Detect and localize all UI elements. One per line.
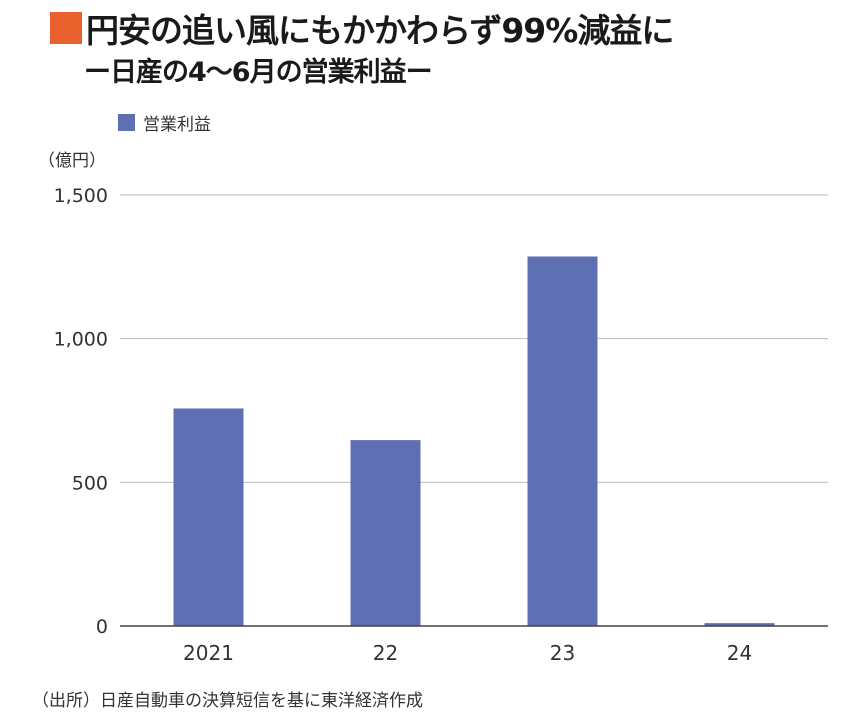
x-tick-label: 2021 [183,641,234,665]
legend-label: 営業利益 [143,115,211,135]
chart-title: 円安の追い風にもかかわらず99%減益に [86,11,674,50]
y-tick-label: 0 [96,616,108,638]
bar [173,408,244,626]
bar [350,440,421,626]
bar [527,256,598,626]
y-tick-label: 1,000 [54,329,108,351]
legend-swatch [118,114,135,131]
title-row: 円安の追い風にもかかわらず99%減益に [50,4,674,52]
x-tick-label: 24 [727,641,752,665]
x-tick-label: 22 [373,641,398,665]
legend: 営業利益 [118,110,211,135]
y-tick-label: 500 [72,472,108,494]
title-marker [50,12,82,44]
y-axis-unit-label: （億円） [38,151,106,171]
x-tick-label: 23 [550,641,575,665]
bar [704,623,775,626]
chart-subtitle: ー日産の4〜6月の営業利益ー [84,57,433,88]
y-tick-label: 1,500 [54,185,108,207]
source-note: （出所）日産自動車の決算短信を基に東洋経済作成 [32,691,423,711]
